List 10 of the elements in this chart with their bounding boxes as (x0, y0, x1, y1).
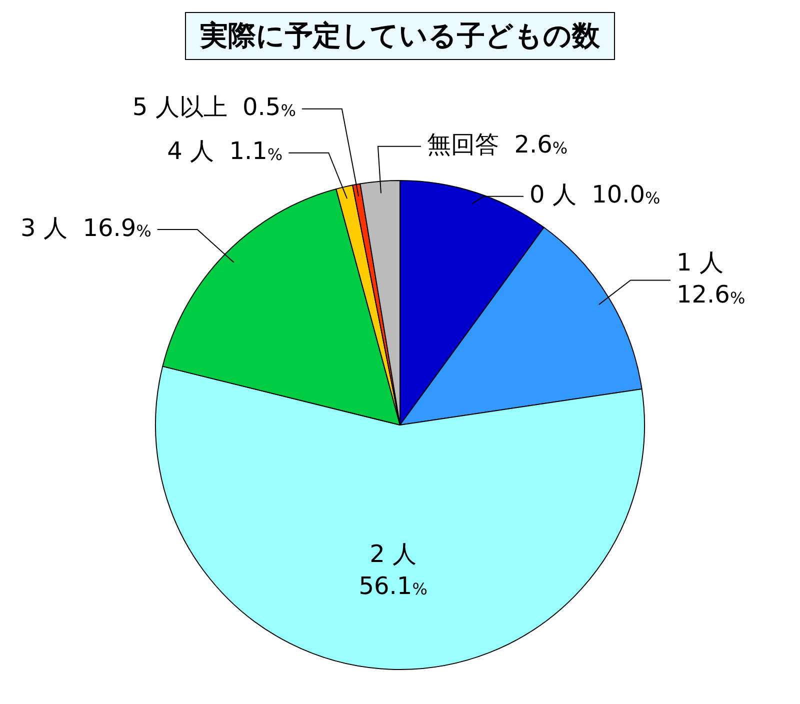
slice-label: 無回答 2.6% (426, 130, 568, 159)
data-label: 12.6% (676, 280, 746, 308)
slice-label: 4 人 1.1% (167, 137, 283, 166)
slice-label: 3 人 16.9% (20, 214, 152, 242)
data-label: 56.1% (358, 572, 428, 600)
slice-label: 0 人 10.0% (529, 180, 660, 209)
slice-label: 5 人以上 0.5% (132, 93, 296, 122)
slice-label: 2 人 (370, 540, 417, 568)
slice-label: 1 人 (676, 248, 724, 276)
chart-title: 実際に予定している子どもの数 (185, 12, 615, 60)
